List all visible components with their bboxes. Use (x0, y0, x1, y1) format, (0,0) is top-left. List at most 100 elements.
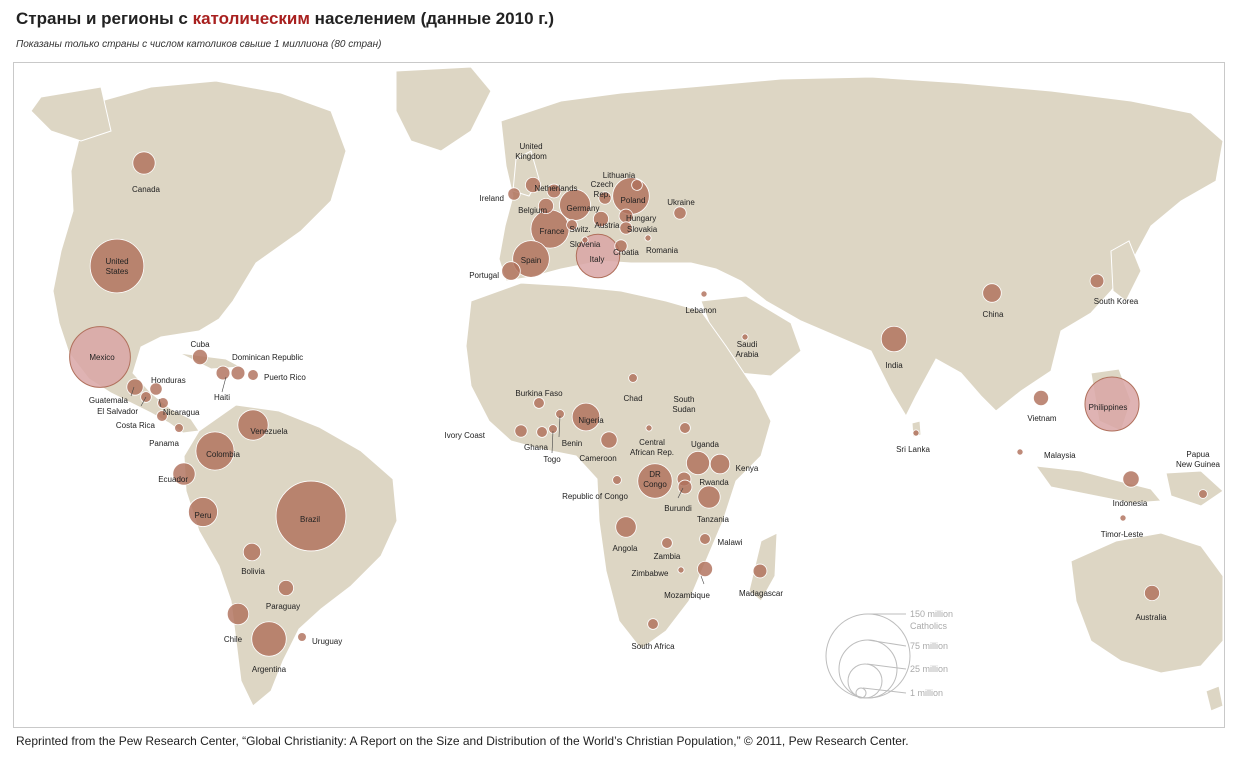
label-spain: Spain (521, 256, 541, 265)
bubble-china (982, 283, 1002, 303)
label-central-african-rep: Central African Rep. (630, 438, 674, 457)
label-line-angola-0: Angola (613, 544, 638, 553)
bubble-puerto-rico (247, 369, 259, 381)
label-el-salvador: El Salvador (97, 407, 138, 416)
label-chad: Chad (623, 394, 642, 403)
label-line-mozambique-0: Mozambique (664, 591, 710, 600)
label-line-poland-0: Poland (621, 196, 646, 205)
bubble-malaysia (1016, 448, 1024, 456)
label-romania: Romania (646, 246, 679, 255)
bubble-portugal (501, 261, 521, 281)
map-frame: Canada United States Mexico Cuba Dominican Re… (13, 62, 1225, 728)
legend-line-25m (866, 663, 907, 670)
label-paraguay: Paraguay (266, 602, 300, 611)
bubble-honduras (149, 382, 163, 396)
label-italy: Italy (590, 255, 605, 264)
leader-lines (130, 376, 705, 585)
label-line-ivory-coast-0: Ivory Coast (445, 431, 486, 440)
bubble-lebanon (700, 290, 708, 298)
leader-el-salvador (140, 396, 147, 407)
bubble-indonesia (1122, 470, 1140, 488)
label-line-zimbabwe-0: Zimbabwe (632, 569, 669, 578)
label-lebanon: Lebanon (685, 306, 716, 315)
bubble-guatemala (126, 378, 144, 396)
label-mozambique: Mozambique (664, 591, 710, 600)
label-costa-rica: Costa Rica (116, 421, 156, 430)
label-line-united-kingdom-0: United (519, 142, 542, 151)
bubble-bolivia (242, 542, 262, 562)
bubble-romania (644, 234, 652, 242)
label-chile: Chile (224, 635, 243, 644)
label-united-states: United States (105, 257, 128, 276)
label-lithuania: Lithuania (603, 171, 636, 180)
label-line-hungary-0: Hungary (626, 214, 656, 223)
bubble-mexico (69, 326, 131, 388)
legend-circle-1m (855, 687, 867, 699)
label-tanzania: Tanzania (697, 515, 730, 524)
label-line-mexico-0: Mexico (89, 353, 115, 362)
label-line-honduras-0: Honduras (151, 376, 186, 385)
bubble-brazil (275, 480, 347, 552)
label-line-zambia-0: Zambia (654, 552, 681, 561)
map-title: Страны и регионы с католическим населени… (16, 9, 554, 29)
bubble-burkina-faso (533, 397, 545, 409)
bubble-zimbabwe (677, 566, 685, 574)
label-line-uruguay-0: Uruguay (312, 637, 342, 646)
label-line-south-sudan-0: South (674, 395, 695, 404)
label-bolivia: Bolivia (241, 567, 265, 576)
bubble-tanzania (697, 485, 721, 509)
bubble-argentina (251, 621, 287, 657)
land-papua (1165, 470, 1224, 507)
label-line-lithuania-0: Lithuania (603, 171, 636, 180)
bubble-peru (188, 497, 218, 527)
label-burkina-faso: Burkina Faso (515, 389, 563, 398)
label-sri-lanka: Sri Lanka (896, 445, 930, 454)
bubble-lithuania (631, 179, 643, 191)
label-line-madagascar-0: Madagascar (739, 589, 783, 598)
label-rwanda: Rwanda (699, 478, 729, 487)
label-india: India (885, 361, 903, 370)
bubble-croatia (614, 239, 628, 253)
label-line-uganda-0: Uganda (691, 440, 720, 449)
label-vietnam: Vietnam (1027, 414, 1057, 423)
leader-mozambique (700, 575, 705, 585)
label-poland: Poland (621, 196, 646, 205)
label-slovakia: Slovakia (627, 225, 658, 234)
label-cameroon: Cameroon (579, 454, 616, 463)
bubble-south-korea (1089, 273, 1105, 289)
label-line-papua-new-guinea-1: New Guinea (1176, 460, 1221, 469)
label-line-south-korea-0: South Korea (1094, 297, 1139, 306)
leader-togo (551, 430, 554, 454)
bubble-chile (226, 602, 250, 626)
label-line-rwanda-0: Rwanda (699, 478, 729, 487)
bubble-central-african-rep (645, 424, 653, 432)
bubble-saudi-arabia (741, 333, 749, 341)
label-line-timor-leste-0: Timor-Leste (1101, 530, 1144, 539)
land-eurasia (498, 76, 1224, 418)
label-nicaragua: Nicaragua (163, 408, 200, 417)
bubble-nigeria (571, 402, 601, 432)
label-line-austria-0: Austria (595, 221, 620, 230)
label-brazil: Brazil (300, 515, 320, 524)
label-line-south-africa-0: South Africa (631, 642, 675, 651)
label-line-haiti-0: Haiti (214, 393, 230, 402)
label-malawi: Malawi (718, 538, 743, 547)
legend-label-75m: 75 million (910, 641, 948, 651)
label-line-saudi-arabia-0: Saudi (737, 340, 758, 349)
bubble-haiti (215, 365, 231, 381)
bubble-ecuador (172, 462, 196, 486)
label-line-chile-0: Chile (224, 635, 243, 644)
bubble-madagascar (752, 563, 768, 579)
bubble-czech-rep (598, 191, 612, 205)
label-mexico: Mexico (89, 353, 115, 362)
legend-line-1m (862, 687, 907, 694)
label-line-vietnam-0: Vietnam (1027, 414, 1057, 423)
label-czech-rep: Czech Rep. (591, 180, 614, 199)
label-line-venezuela-0: Venezuela (250, 427, 288, 436)
bubble-australia (1144, 585, 1160, 601)
label-colombia: Colombia (206, 450, 240, 459)
label-croatia: Croatia (613, 248, 639, 257)
land-indonesia (1034, 465, 1163, 504)
label-line-puerto-rico-0: Puerto Rico (264, 373, 306, 382)
